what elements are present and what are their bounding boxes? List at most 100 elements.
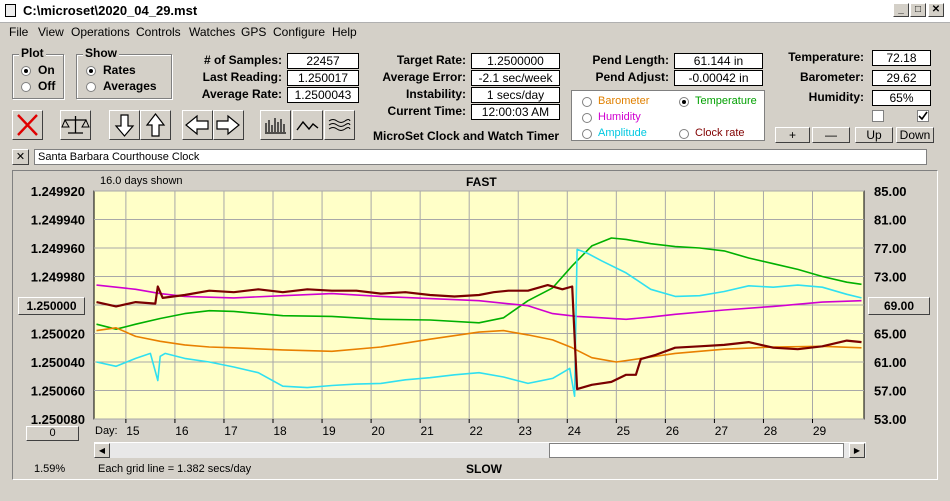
series-line-2 bbox=[96, 326, 862, 363]
clock-rate-option-label[interactable]: Clock rate bbox=[695, 127, 745, 139]
arrow-down-button[interactable] bbox=[109, 110, 140, 140]
window-title: C:\microset\2020_04_29.mst bbox=[23, 3, 198, 18]
pend-length-value: 61.144 in bbox=[674, 53, 763, 69]
show-averages-radio[interactable] bbox=[86, 82, 96, 92]
menu-file[interactable]: File bbox=[9, 25, 29, 39]
bottom-percent: 1.59% bbox=[34, 463, 66, 475]
menu-view[interactable]: View bbox=[38, 25, 64, 39]
option-checkbox-2[interactable] bbox=[917, 110, 929, 122]
target-rate-value: 1.2500000 bbox=[471, 53, 560, 69]
minus-button[interactable]: — bbox=[812, 127, 850, 143]
series-line-1 bbox=[96, 284, 862, 321]
horizontal-scrollbar[interactable]: ◀ ▶ bbox=[94, 442, 866, 458]
close-window-button[interactable]: ✕ bbox=[928, 3, 944, 17]
y-right-tick-label: 61.00 bbox=[874, 355, 907, 370]
right-reference-button[interactable]: 69.00 bbox=[868, 297, 930, 315]
x-tick-label: 28 bbox=[764, 424, 778, 438]
days-shown-label: 16.0 days shown bbox=[100, 175, 183, 187]
plot-on-label[interactable]: On bbox=[38, 63, 55, 77]
plot-off-label[interactable]: Off bbox=[38, 79, 56, 93]
plot-group-label: Plot bbox=[19, 46, 46, 60]
day-label: Day: bbox=[95, 425, 118, 437]
y-right-tick-label: 85.00 bbox=[874, 184, 907, 199]
clear-button[interactable] bbox=[12, 110, 43, 140]
pend-adjust-value: -0.00042 in bbox=[674, 70, 763, 86]
menu-watches[interactable]: Watches bbox=[189, 25, 236, 39]
menu-operations[interactable]: Operations bbox=[71, 25, 130, 39]
scroll-left-button[interactable]: ◀ bbox=[94, 443, 110, 458]
scale-icon bbox=[61, 116, 90, 134]
menu-controls[interactable]: Controls bbox=[136, 25, 181, 39]
balance-button[interactable] bbox=[60, 110, 91, 140]
plot-on-radio[interactable] bbox=[21, 66, 31, 76]
y-right-tick-label: 81.00 bbox=[874, 213, 907, 228]
show-averages-label[interactable]: Averages bbox=[103, 79, 157, 93]
left-reference-button[interactable]: 1.250000 bbox=[18, 297, 85, 315]
line-view-button[interactable] bbox=[292, 110, 323, 140]
y-left-tick-label: 1.249960 bbox=[31, 241, 85, 256]
amplitude-radio[interactable] bbox=[582, 129, 592, 139]
up-button[interactable]: Up bbox=[855, 127, 893, 143]
y-left-tick-label: 1.249980 bbox=[31, 270, 85, 285]
close-watch-button[interactable]: ✕ bbox=[12, 149, 29, 165]
x-tick-label: 24 bbox=[568, 424, 582, 438]
plus-button[interactable]: + bbox=[775, 127, 810, 143]
y-left-tick-label: 1.250080 bbox=[31, 412, 85, 427]
series-line-4 bbox=[96, 284, 862, 391]
x-tick-label: 21 bbox=[420, 424, 434, 438]
target-rate-label: Target Rate: bbox=[396, 53, 466, 67]
scroll-thumb[interactable] bbox=[549, 443, 844, 458]
option-checkbox-1[interactable] bbox=[872, 110, 884, 122]
red-x-icon bbox=[17, 114, 38, 136]
menu-bar: File View Operations Controls Watches GP… bbox=[0, 23, 950, 41]
down-button[interactable]: Down bbox=[896, 127, 934, 143]
show-rates-label[interactable]: Rates bbox=[103, 63, 136, 77]
barometer-radio[interactable] bbox=[582, 97, 592, 107]
amplitude-option-label[interactable]: Amplitude bbox=[598, 127, 647, 139]
temperature-option-label[interactable]: Temperature bbox=[695, 95, 757, 107]
watch-name-input[interactable]: Santa Barbara Courthouse Clock bbox=[34, 149, 927, 165]
minimize-button[interactable]: _ bbox=[893, 3, 909, 17]
x-tick-label: 23 bbox=[519, 424, 533, 438]
title-bar: C:\microset\2020_04_29.mst _ □ ✕ bbox=[0, 0, 950, 23]
humidity-radio[interactable] bbox=[582, 113, 592, 123]
menu-configure[interactable]: Configure bbox=[273, 25, 326, 39]
temperature-radio[interactable] bbox=[679, 97, 689, 107]
samples-label: # of Samples: bbox=[203, 53, 282, 67]
y-left-tick-label: 1.250020 bbox=[31, 327, 85, 342]
plot-off-radio[interactable] bbox=[21, 82, 31, 92]
overlay-options-box bbox=[571, 90, 765, 141]
multi-line-view-button[interactable] bbox=[324, 110, 355, 140]
bar-view-button[interactable] bbox=[260, 110, 291, 140]
x-tick-label: 29 bbox=[813, 424, 827, 438]
right-arrow-icon bbox=[216, 114, 240, 136]
arrow-left-button[interactable] bbox=[182, 110, 213, 140]
humidity-value: 65% bbox=[872, 90, 931, 106]
grid-line-note: Each grid line = 1.382 secs/day bbox=[98, 463, 252, 475]
menu-help[interactable]: Help bbox=[332, 25, 357, 39]
y-left-tick-label: 1.250040 bbox=[31, 355, 85, 370]
y-right-tick-label: 65.00 bbox=[874, 327, 907, 342]
arrow-up-button[interactable] bbox=[140, 110, 171, 140]
humidity-option-label[interactable]: Humidity bbox=[598, 111, 641, 123]
clock-rate-radio[interactable] bbox=[679, 129, 689, 139]
down-arrow-icon bbox=[114, 114, 135, 137]
x-tick-label: 18 bbox=[273, 424, 287, 438]
y-left-tick-label: 1.249920 bbox=[31, 184, 85, 199]
instability-value: 1 secs/day bbox=[471, 87, 560, 103]
app-icon[interactable] bbox=[5, 4, 16, 17]
maximize-button[interactable]: □ bbox=[910, 3, 926, 17]
arrow-right-button[interactable] bbox=[213, 110, 244, 140]
series-lines bbox=[96, 237, 862, 398]
x-tick-label: 15 bbox=[126, 424, 140, 438]
offset-button[interactable]: 0 bbox=[26, 426, 79, 441]
average-error-value: -2.1 sec/week bbox=[471, 70, 560, 86]
current-time-label: Current Time: bbox=[387, 104, 466, 118]
menu-gps[interactable]: GPS bbox=[241, 25, 267, 39]
y-right-tick-label: 57.00 bbox=[874, 384, 907, 399]
scroll-right-button[interactable]: ▶ bbox=[849, 443, 865, 458]
show-rates-radio[interactable] bbox=[86, 66, 96, 76]
barometer-option-label[interactable]: Barometer bbox=[598, 95, 650, 107]
series-line-0 bbox=[96, 237, 862, 331]
average-rate-label: Average Rate: bbox=[201, 87, 282, 101]
